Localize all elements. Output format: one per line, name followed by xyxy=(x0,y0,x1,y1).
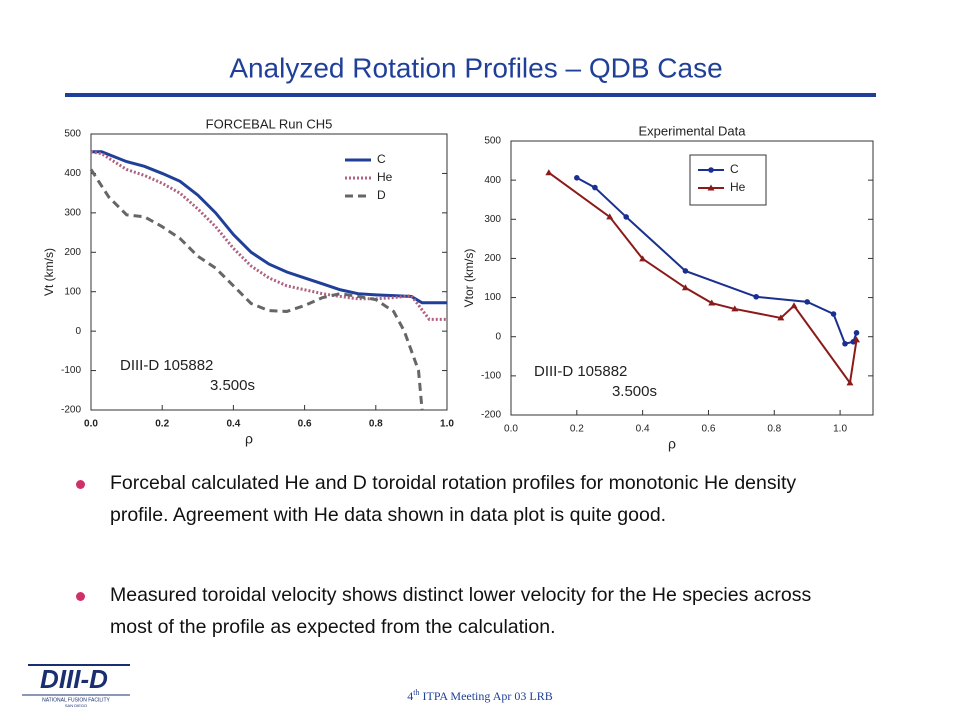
y-tick-label: 300 xyxy=(484,214,501,225)
marker xyxy=(853,336,861,343)
annotation: DIII-D 105882 xyxy=(120,357,213,374)
y-tick-label: 300 xyxy=(64,207,81,218)
marker xyxy=(777,314,785,321)
y-tick-label: -200 xyxy=(481,410,501,421)
x-tick-label: 1.0 xyxy=(833,424,847,435)
logo-line: NATIONAL FUSION FACILITY xyxy=(42,697,110,703)
x-tick-label: 0.4 xyxy=(636,424,650,435)
y-tick-label: 200 xyxy=(64,247,81,258)
y-tick-label: 400 xyxy=(64,168,81,179)
y-tick-label: 100 xyxy=(64,286,81,297)
x-axis-label: ρ xyxy=(668,436,676,452)
bullet-dot xyxy=(76,592,85,601)
legend-marker xyxy=(707,184,715,191)
y-tick-label: 500 xyxy=(484,136,501,147)
legend-label: D xyxy=(377,188,386,202)
series-line xyxy=(548,171,858,386)
x-axis-label: ρ xyxy=(245,431,253,447)
plot-frame xyxy=(90,133,448,411)
logo: DIII-D NATIONAL FUSION FACILITY SAN DIEG… xyxy=(22,664,130,708)
marker xyxy=(753,293,759,300)
y-tick-label: -100 xyxy=(61,365,81,376)
marker xyxy=(790,302,798,309)
x-tick-label: 0.8 xyxy=(369,419,383,430)
y-tick-label: 0 xyxy=(75,326,81,337)
marker xyxy=(731,305,739,312)
y-tick-label: -200 xyxy=(61,405,81,416)
series-line xyxy=(89,168,424,411)
y-tick-label: 0 xyxy=(495,331,501,342)
marker xyxy=(842,340,848,347)
legend-label: He xyxy=(377,170,393,184)
series-line xyxy=(90,150,447,321)
marker xyxy=(545,169,553,176)
marker xyxy=(592,184,598,191)
logo-name: DIII-D xyxy=(40,664,108,694)
series-line xyxy=(91,150,447,305)
marker xyxy=(682,268,689,274)
marker xyxy=(574,174,580,181)
x-tick-label: 0.0 xyxy=(504,424,518,435)
footer: 4th ITPA Meeting Apr 03 LRB xyxy=(407,688,552,703)
series-line xyxy=(576,176,858,345)
legend-label: C xyxy=(377,152,386,166)
chart-title: FORCEBAL Run CH5 xyxy=(206,116,333,131)
y-axis-label: Vtor (km/s) xyxy=(462,249,476,308)
y-tick-label: 400 xyxy=(484,175,501,186)
marker xyxy=(606,213,614,220)
y-tick-label: 100 xyxy=(484,292,501,303)
legend-label: He xyxy=(730,180,746,194)
legend-label: C xyxy=(730,162,739,176)
x-tick-label: 0.8 xyxy=(767,424,781,435)
y-tick-label: 200 xyxy=(484,253,501,264)
legend-marker xyxy=(708,167,714,173)
x-tick-label: 0.6 xyxy=(702,424,716,435)
logo-line: SAN DIEGO xyxy=(65,703,87,708)
x-tick-label: 0.2 xyxy=(155,419,169,430)
chart-title: Experimental Data xyxy=(639,123,747,138)
marker xyxy=(708,299,716,306)
bullet: Measured toroidal velocity shows distinc… xyxy=(110,584,812,638)
y-tick-label: -100 xyxy=(481,370,501,381)
annotation: 3.500s xyxy=(612,383,657,400)
marker xyxy=(853,330,860,336)
y-tick-label: 500 xyxy=(64,129,81,140)
y-axis-label: Vt (km/s) xyxy=(42,248,56,296)
marker xyxy=(639,255,647,262)
footer-number: 4 xyxy=(407,689,413,703)
x-tick-label: 0.0 xyxy=(84,419,98,430)
bullet-dot xyxy=(76,480,85,489)
bullet: Forcebal calculated He and D toroidal ro… xyxy=(110,472,797,526)
footer-text: ITPA Meeting Apr 03 LRB xyxy=(423,689,553,703)
x-tick-label: 0.2 xyxy=(570,424,584,435)
annotation: 3.500s xyxy=(210,377,255,394)
slide-title: Analyzed Rotation Profiles – QDB Case xyxy=(229,52,722,83)
annotation: DIII-D 105882 xyxy=(534,363,627,380)
x-tick-label: 0.6 xyxy=(298,419,312,430)
plot-frame xyxy=(510,140,874,416)
legend-box xyxy=(689,154,767,206)
marker xyxy=(830,311,837,317)
x-tick-label: 1.0 xyxy=(440,419,454,430)
marker xyxy=(623,214,629,220)
x-tick-label: 0.4 xyxy=(226,419,240,430)
marker xyxy=(681,284,689,291)
footer-suffix: th xyxy=(413,688,419,697)
marker xyxy=(846,379,854,386)
marker xyxy=(804,299,810,305)
